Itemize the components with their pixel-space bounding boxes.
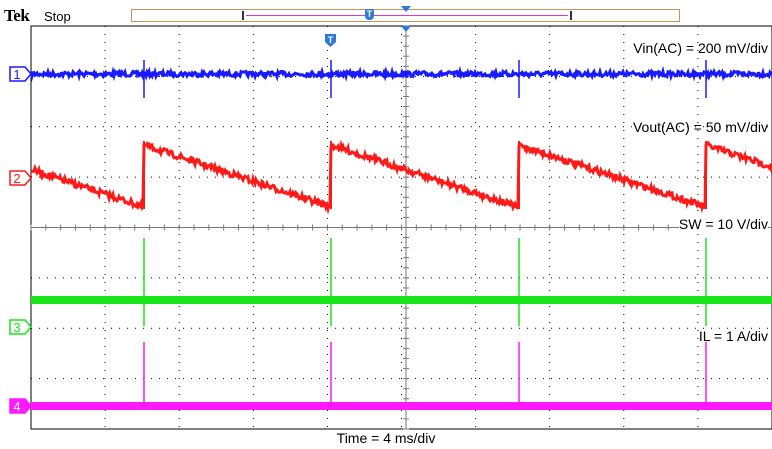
ch1-scale-label: Vin(AC) = 200 mV/div	[633, 40, 768, 56]
waveform-traces	[29, 60, 772, 410]
horizontal-position-top-icon[interactable]	[401, 6, 411, 12]
ch1-trace	[29, 65, 772, 82]
record-view-line	[246, 15, 568, 16]
ch3-trace	[31, 296, 772, 304]
ch1-marker-label: 1	[13, 67, 20, 82]
svg-text:T: T	[328, 35, 334, 45]
ch4-marker[interactable]: 4	[9, 398, 32, 414]
timebase-label: Time = 4 ms/div	[336, 430, 436, 446]
tek-logo: Tek	[4, 6, 30, 25]
record-view-window[interactable]	[242, 11, 572, 20]
ch4-trace	[31, 402, 772, 410]
acquisition-status: Stop	[44, 9, 71, 24]
graticule-grid	[30, 25, 772, 430]
ch3-marker[interactable]: 3	[9, 319, 32, 335]
record-trigger-icon: T	[365, 9, 374, 20]
ch3-marker-label: 3	[13, 320, 20, 335]
ch2-trace	[30, 139, 772, 215]
ch3-scale-label: SW = 10 V/div	[678, 216, 768, 232]
ch2-scale-label: Vout(AC) = 50 mV/div	[632, 119, 768, 135]
ch2-marker[interactable]: 2	[9, 170, 32, 186]
ch4-marker-label: 4	[13, 399, 20, 414]
ch4-scale-label: IL = 1 A/div	[698, 328, 768, 344]
ch2-marker-label: 2	[13, 171, 20, 186]
ch1-marker[interactable]: 1	[9, 66, 32, 82]
trigger-position-marker[interactable]: T	[325, 34, 336, 47]
horizontal-position-icon[interactable]	[401, 26, 411, 32]
